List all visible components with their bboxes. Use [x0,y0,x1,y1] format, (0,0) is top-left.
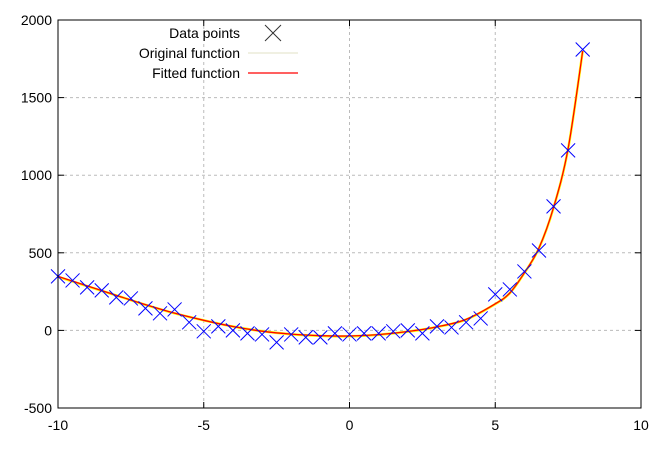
x-tick-label: 0 [346,417,354,433]
data-point [210,319,226,334]
ticks: -10 -5 0 5 10 -500 0 500 1000 1500 2000 [21,12,649,433]
data-point [108,289,124,305]
legend-label-data-points: Data points [169,25,240,41]
data-point [240,325,255,341]
data-point [269,334,284,350]
x-tick-label: -5 [198,417,211,433]
data-point [94,283,110,298]
data-point [575,42,591,57]
data-point [385,323,401,339]
legend-label-fitted-function: Fitted function [152,65,240,81]
y-tick-label: 1000 [21,167,52,183]
data-point [283,327,299,342]
x-tick-label: -10 [48,417,68,433]
grid [58,20,641,408]
x-tick-label: 5 [491,417,499,433]
data-point [531,243,547,258]
legend-label-original-function: Original function [139,45,240,61]
data-point [487,287,503,302]
data-point [517,264,532,279]
data-point [546,199,561,214]
y-tick-label: 500 [29,245,53,261]
y-tick-label: 2000 [21,12,52,28]
data-point [429,319,445,334]
data-point [400,323,416,338]
data-point [356,325,372,341]
data-point [152,305,168,321]
data-point [458,314,474,330]
data-point [65,273,80,288]
data-point [123,291,139,306]
data-point [254,327,270,342]
data-point [298,330,314,345]
data-point [415,325,430,341]
data-point [342,327,357,342]
data-point [502,282,518,297]
data-point [312,330,328,345]
data-point [167,302,182,317]
data-point [196,323,212,339]
data-point [371,325,387,341]
data-point [225,323,241,338]
fitted-function-line [57,50,584,337]
series-lines [57,50,584,338]
data-point [79,280,95,295]
y-tick-label: 0 [44,322,52,338]
legend: Data points Original function Fitted fun… [139,24,298,81]
y-tick-label: -500 [24,400,52,416]
original-function-line [57,50,584,338]
y-tick-label: 1500 [21,90,52,106]
data-point [473,311,489,326]
x-tick-label: 10 [633,417,649,433]
data-point [560,143,576,158]
plot-frame [57,19,642,409]
legend-swatch [264,24,282,42]
data-points [50,42,591,350]
data-point [181,314,197,330]
data-point [327,325,343,341]
data-point [444,320,459,335]
data-point [138,301,153,316]
